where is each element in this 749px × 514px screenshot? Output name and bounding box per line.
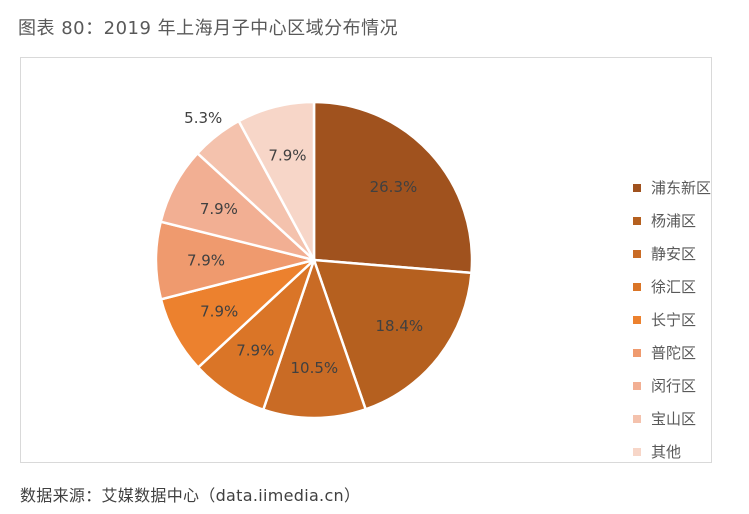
data-label-7: 7.9%: [200, 200, 238, 218]
pie-slice-9: [237, 100, 316, 261]
legend-label: 普陀区: [651, 344, 697, 362]
data-label-4: 7.9%: [236, 342, 274, 360]
pie-chart: 26.3% 18.4% 10.5% 7.9% 7.9% 7.9% 7.9% 5.3% 7.9%: [154, 100, 474, 420]
legend-item-5: 长宁区: [633, 303, 711, 336]
legend-swatch: [633, 381, 641, 390]
legend-swatch: [633, 216, 641, 225]
legend-item-3: 静安区: [633, 237, 711, 270]
data-label-9: 7.9%: [268, 146, 306, 164]
data-label-1: 26.3%: [370, 178, 418, 196]
chart-frame: 26.3% 18.4% 10.5% 7.9% 7.9% 7.9% 7.9% 5.3% 7.9% …: [20, 57, 712, 463]
data-label-8: 5.3%: [184, 109, 222, 127]
legend-item-8: 宝山区: [633, 402, 711, 435]
legend-item-1: 浦东新区: [633, 171, 711, 204]
legend-label: 徐汇区: [651, 278, 697, 296]
data-label-3: 10.5%: [291, 359, 339, 377]
legend-label: 其他: [651, 443, 682, 461]
pie-slice-3: [261, 256, 368, 420]
legend-swatch: [633, 348, 641, 357]
figure-title: 图表 80：2019 年上海月子中心区域分布情况: [18, 18, 399, 39]
data-label-5: 7.9%: [200, 303, 238, 321]
legend-label: 静安区: [651, 245, 697, 263]
legend-label: 杨浦区: [651, 212, 697, 230]
legend-item-7: 闵行区: [633, 369, 711, 402]
data-source: 数据来源：艾媒数据中心（data.iimedia.cn）: [20, 486, 361, 505]
legend-label: 闵行区: [651, 377, 697, 395]
data-label-2: 18.4%: [376, 317, 424, 335]
legend-item-9: 其他: [633, 435, 711, 468]
legend-label: 长宁区: [651, 311, 697, 329]
legend-item-4: 徐汇区: [633, 270, 711, 303]
data-label-6: 7.9%: [187, 251, 225, 269]
legend-label: 浦东新区: [651, 179, 712, 197]
legend-swatch: [633, 183, 641, 192]
legend-item-6: 普陀区: [633, 336, 711, 369]
legend-swatch: [633, 282, 641, 291]
legend-swatch: [633, 249, 641, 258]
pie-slice-1: [312, 100, 474, 275]
legend-swatch: [633, 447, 641, 456]
legend-swatch: [633, 315, 641, 324]
legend: 浦东新区杨浦区静安区徐汇区长宁区普陀区闵行区宝山区其他: [633, 171, 711, 468]
legend-label: 宝山区: [651, 410, 697, 428]
legend-swatch: [633, 414, 641, 423]
legend-item-2: 杨浦区: [633, 204, 711, 237]
